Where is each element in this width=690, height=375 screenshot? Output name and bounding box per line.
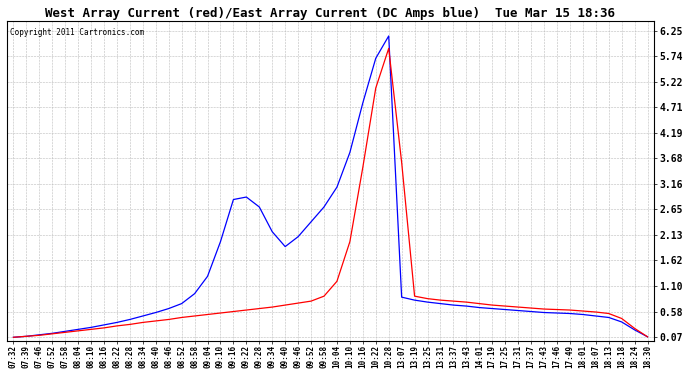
Title: West Array Current (red)/East Array Current (DC Amps blue)  Tue Mar 15 18:36: West Array Current (red)/East Array Curr…	[46, 7, 615, 20]
Text: Copyright 2011 Cartronics.com: Copyright 2011 Cartronics.com	[10, 27, 144, 36]
